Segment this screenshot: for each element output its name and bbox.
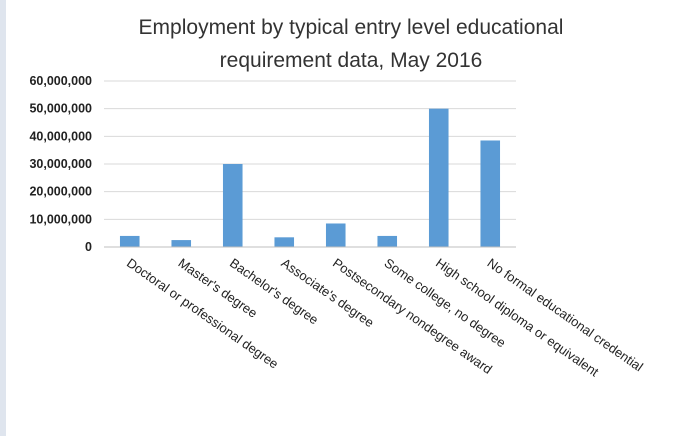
y-tick-label: 40,000,000: [29, 129, 92, 143]
bars: [119, 108, 501, 248]
y-tick-label: 0: [85, 240, 92, 254]
bar-chart: Employment by typical entry level educat…: [29, 16, 646, 380]
bar: [222, 164, 243, 247]
y-tick-label: 20,000,000: [29, 185, 92, 199]
bar: [119, 235, 140, 247]
x-tick-label: Associate's degree: [279, 255, 377, 330]
y-tick-label: 10,000,000: [29, 212, 92, 226]
x-tick-label: Bachelor's degree: [227, 255, 321, 327]
chart-title-line-2: requirement data, May 2016: [220, 49, 483, 72]
y-tick-label: 30,000,000: [29, 157, 92, 171]
bar: [377, 235, 398, 247]
bar: [428, 108, 449, 248]
y-tick-label: 50,000,000: [29, 102, 92, 116]
bar: [480, 140, 501, 247]
y-axis-tick-labels: 0 10,000,000 20,000,000 30,000,000 40,000,00…: [29, 74, 92, 254]
bar: [325, 223, 346, 247]
bar: [274, 237, 295, 247]
chart-title-line-1: Employment by typical entry level educat…: [139, 16, 564, 39]
y-tick-label: 60,000,000: [29, 74, 92, 88]
bar: [171, 240, 192, 247]
gridlines: [104, 80, 516, 220]
x-axis-tick-labels: Doctoral or professional degreeMaster's …: [124, 255, 646, 379]
